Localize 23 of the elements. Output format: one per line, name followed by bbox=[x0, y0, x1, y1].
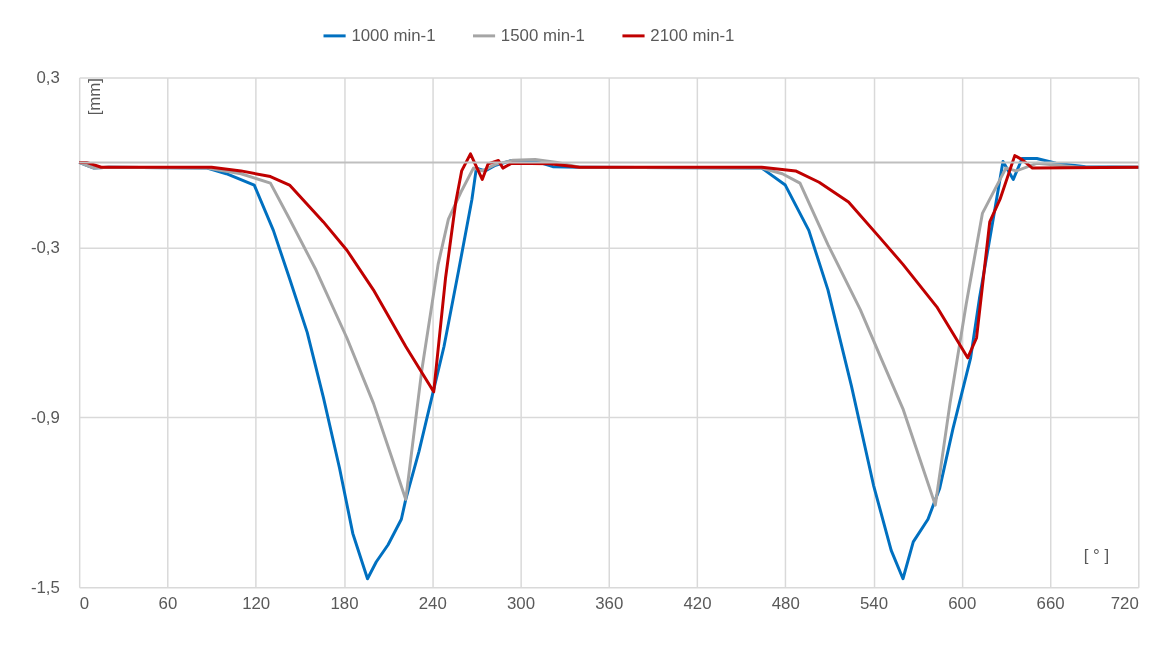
x-tick-label: 660 bbox=[1036, 593, 1065, 613]
y-tick-label: 0,3 bbox=[36, 67, 60, 87]
y-tick-label: -0,9 bbox=[30, 407, 60, 427]
x-tick-label: 540 bbox=[860, 593, 889, 613]
x-tick-label: 600 bbox=[948, 593, 977, 613]
x-tick-label: 360 bbox=[595, 593, 624, 613]
x-tick-label: 120 bbox=[242, 593, 271, 613]
x-tick-label: 420 bbox=[683, 593, 712, 613]
x-tick-label: 720 bbox=[1110, 593, 1139, 613]
y-tick-label: -1,5 bbox=[30, 577, 60, 597]
x-tick-label: 300 bbox=[506, 593, 536, 613]
legend-label: 1000 min-1 bbox=[351, 25, 436, 45]
x-tick-label: 480 bbox=[771, 593, 800, 613]
y-axis-title: [mm] bbox=[85, 77, 105, 116]
x-tick-label: 240 bbox=[418, 593, 447, 613]
legend-label: 1500 min-1 bbox=[500, 25, 585, 45]
legend-label: 2100 min-1 bbox=[650, 25, 735, 45]
line-series bbox=[77, 152, 1140, 394]
x-tick-label: 180 bbox=[330, 593, 359, 613]
y-tick-label: -0,3 bbox=[30, 237, 60, 257]
x-axis-title: [ ° ] bbox=[1083, 546, 1110, 565]
x-tick-label: 0 bbox=[79, 593, 90, 613]
x-tick-label: 60 bbox=[158, 593, 178, 613]
